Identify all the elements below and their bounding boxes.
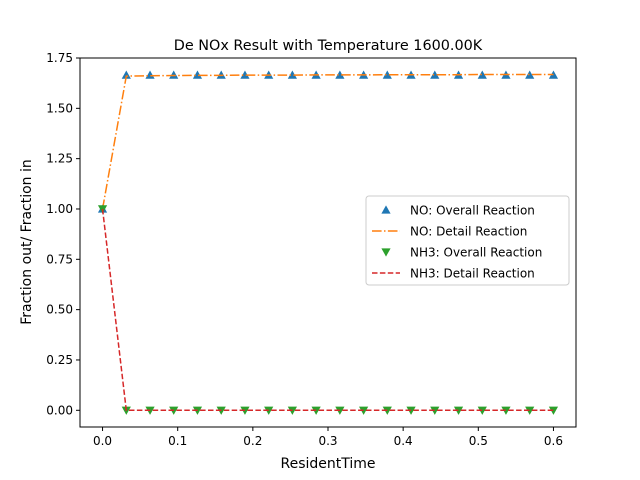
- data-point-nh3-overall-reaction: [406, 406, 416, 415]
- legend-swatch-nh3-overall-reaction: [381, 248, 391, 257]
- y-tick-label: 1.75: [46, 51, 73, 65]
- y-tick-label: 1.25: [46, 152, 73, 166]
- legend: NO: Overall Reaction NO: Detail Reaction N…: [365, 195, 570, 286]
- chart-title: De NOx Result with Temperature 1600.00K: [174, 38, 483, 54]
- x-tick-label: 0.1: [168, 434, 187, 448]
- y-tick-label: 0.25: [46, 353, 73, 367]
- y-tick-label: 0.00: [46, 403, 73, 417]
- data-point-no-overall-reaction: [430, 70, 440, 79]
- series-line-no-detail-reaction: [101, 73, 554, 210]
- data-point-nh3-overall-reaction: [501, 406, 511, 415]
- legend-box: [365, 195, 570, 286]
- y-tick-label: 0.75: [46, 252, 73, 266]
- data-point-no-overall-reaction: [240, 70, 250, 79]
- data-point-nh3-overall-reaction: [525, 406, 535, 415]
- x-axis-title: ResidentTime: [280, 456, 375, 472]
- data-point-no-overall-reaction: [192, 70, 203, 79]
- data-point-nh3-overall-reaction: [430, 406, 440, 415]
- data-point-no-overall-reaction: [145, 70, 155, 79]
- data-point-nh3-overall-reaction: [477, 406, 487, 415]
- plot-area: 0.0 0.1 0.2 0.3 0.4 0.5 0.6 0.00 0.25 0.50 0.75 1.0…: [46, 51, 577, 448]
- data-point-no-overall-reaction: [382, 70, 392, 79]
- data-point-no-overall-reaction: [121, 70, 131, 79]
- data-point-no-overall-reaction: [548, 70, 559, 79]
- legend-label-nh3-detail-reaction: NH3: Detail Reaction: [410, 267, 535, 281]
- x-tick-label: 0.5: [469, 434, 488, 448]
- y-axis-title: Fraction out/ Fraction in: [19, 159, 35, 325]
- x-tick-label: 0.3: [318, 434, 337, 448]
- series-line-nh3-detail-reaction: [101, 208, 554, 412]
- legend-swatch-no-overall-reaction: [381, 205, 391, 214]
- x-tick-label: 0.0: [93, 434, 112, 448]
- x-tick-label: 0.2: [243, 434, 262, 448]
- data-point-nh3-overall-reaction: [382, 406, 392, 415]
- data-point-no-overall-reaction: [525, 70, 535, 79]
- data-point-no-overall-reaction: [169, 70, 179, 79]
- y-tick-label: 1.50: [46, 101, 73, 115]
- x-tick-label: 0.4: [394, 434, 413, 448]
- legend-label-no-overall-reaction: NO: Overall Reaction: [410, 204, 535, 218]
- data-point-nh3-overall-reaction: [359, 406, 369, 415]
- data-point-no-overall-reaction: [477, 70, 487, 79]
- legend-label-no-detail-reaction: NO: Detail Reaction: [410, 225, 527, 239]
- data-point-no-overall-reaction: [287, 70, 297, 79]
- data-point-nh3-overall-reaction: [548, 406, 559, 415]
- x-tick-label: 0.6: [544, 434, 563, 448]
- data-point-nh3-overall-reaction: [453, 406, 464, 415]
- y-tick-label: 0.50: [46, 303, 73, 317]
- y-tick-label: 1.00: [46, 202, 73, 216]
- data-point-no-overall-reaction: [335, 70, 345, 79]
- legend-label-nh3-overall-reaction: NH3: Overall Reaction: [410, 246, 542, 260]
